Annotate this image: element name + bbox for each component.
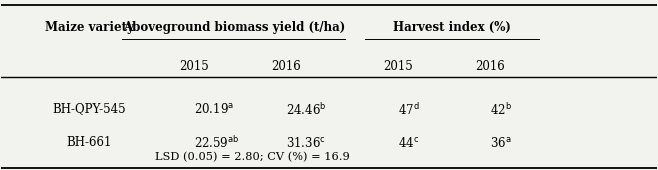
Text: 31.36$^{\mathrm{c}}$: 31.36$^{\mathrm{c}}$ (286, 136, 326, 150)
Text: 2016: 2016 (272, 60, 301, 73)
Text: BH-661: BH-661 (66, 136, 112, 149)
Text: 2015: 2015 (383, 60, 413, 73)
Text: 47$^{\mathrm{d}}$: 47$^{\mathrm{d}}$ (398, 102, 420, 118)
Text: 24.46$^{\mathrm{b}}$: 24.46$^{\mathrm{b}}$ (286, 102, 327, 118)
Text: Aboveground biomass yield (t/ha): Aboveground biomass yield (t/ha) (122, 21, 345, 34)
Text: 2015: 2015 (180, 60, 209, 73)
Text: 2016: 2016 (475, 60, 505, 73)
Text: 44$^{\mathrm{c}}$: 44$^{\mathrm{c}}$ (398, 136, 419, 150)
Text: 42$^{\mathrm{b}}$: 42$^{\mathrm{b}}$ (490, 102, 512, 118)
Text: Maize variety: Maize variety (45, 21, 134, 34)
Text: BH-QPY-545: BH-QPY-545 (53, 102, 126, 115)
Text: 36$^{\mathrm{a}}$: 36$^{\mathrm{a}}$ (490, 136, 511, 150)
Text: 22.59$^{\mathrm{ab}}$: 22.59$^{\mathrm{ab}}$ (194, 136, 240, 151)
Text: LSD (0.05) = 2.80; CV (%) = 16.9: LSD (0.05) = 2.80; CV (%) = 16.9 (155, 152, 350, 163)
Text: 20.19$^{\mathrm{a}}$: 20.19$^{\mathrm{a}}$ (194, 102, 234, 116)
Text: Harvest index (%): Harvest index (%) (393, 21, 511, 34)
